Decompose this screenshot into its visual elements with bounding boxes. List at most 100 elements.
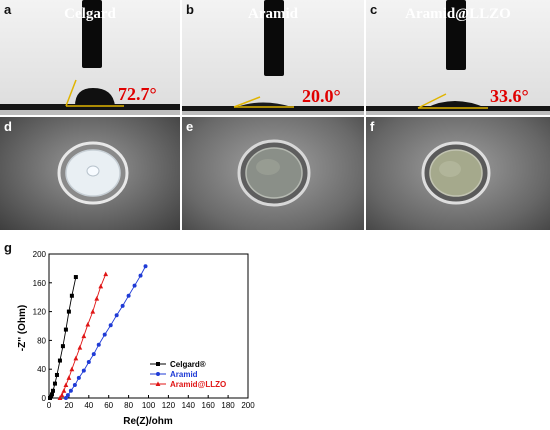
data-point bbox=[91, 352, 96, 357]
x-tick-label: 0 bbox=[47, 401, 52, 410]
data-point bbox=[59, 392, 65, 398]
substrate-reflection bbox=[366, 111, 550, 115]
y-tick-label: 120 bbox=[33, 308, 47, 317]
y-tick-label: 0 bbox=[42, 394, 47, 403]
chart-panel-label: g bbox=[4, 240, 12, 255]
panel-title: Aramid@LLZO bbox=[405, 6, 511, 22]
separator-disc-photo bbox=[237, 139, 311, 207]
legend-label: Aramid bbox=[170, 370, 198, 379]
panel-title: Celgard bbox=[64, 6, 116, 22]
data-point bbox=[63, 396, 68, 400]
data-point bbox=[86, 360, 91, 364]
substrate-line bbox=[182, 106, 364, 111]
panel-label: f bbox=[370, 119, 375, 134]
x-tick-label: 200 bbox=[241, 401, 255, 410]
data-point bbox=[63, 327, 68, 332]
panel-label: a bbox=[4, 2, 12, 17]
data-point bbox=[65, 393, 70, 398]
data-point bbox=[68, 388, 73, 393]
data-point bbox=[103, 271, 109, 277]
panel-c: c Aramid@LLZO 33.6° bbox=[366, 0, 550, 115]
syringe-needle bbox=[446, 0, 466, 70]
substrate-reflection bbox=[0, 110, 180, 115]
contact-angle-value: 20.0° bbox=[302, 86, 341, 106]
data-point bbox=[57, 395, 63, 400]
panel-d: d bbox=[0, 117, 180, 230]
panel-label: d bbox=[4, 119, 12, 134]
data-point bbox=[126, 293, 131, 298]
legend-marker bbox=[155, 381, 161, 386]
legend-label: Celgard® bbox=[170, 360, 206, 369]
data-point bbox=[61, 388, 67, 393]
data-point bbox=[120, 303, 125, 308]
panel-a: a Celgard 72.7° bbox=[0, 0, 180, 115]
y-tick-label: 80 bbox=[37, 336, 46, 345]
droplet-graphic bbox=[417, 93, 488, 109]
data-point bbox=[54, 372, 59, 377]
x-tick-label: 60 bbox=[104, 401, 113, 410]
data-point bbox=[69, 366, 75, 372]
data-point bbox=[77, 345, 83, 350]
x-tick-label: 140 bbox=[182, 401, 196, 410]
data-point bbox=[76, 375, 81, 380]
data-point bbox=[132, 283, 137, 288]
separator-disc-photo bbox=[421, 141, 491, 205]
data-point bbox=[114, 313, 119, 318]
data-point bbox=[66, 375, 72, 380]
nyquist-chart: g 0 20 40 60 80 100 120 140 160 180 200 0 40 80 120 160… bbox=[4, 240, 255, 427]
y-tick-label: 200 bbox=[33, 250, 47, 259]
data-point bbox=[81, 333, 87, 339]
legend-label: Aramid@LLZO bbox=[170, 380, 226, 389]
panel-f: f bbox=[366, 117, 550, 230]
panel-e: e bbox=[182, 117, 364, 230]
data-point bbox=[57, 358, 62, 363]
x-tick-label: 160 bbox=[202, 401, 216, 410]
data-point bbox=[60, 344, 65, 349]
syringe-needle bbox=[82, 0, 102, 68]
data-point bbox=[90, 309, 96, 314]
substrate-reflection bbox=[182, 111, 364, 115]
data-point bbox=[102, 332, 107, 337]
legend-marker bbox=[156, 372, 160, 376]
data-point bbox=[69, 293, 74, 298]
x-axis-label: Re(Z)/ohm bbox=[123, 416, 173, 427]
panel-label: e bbox=[186, 119, 194, 134]
data-point bbox=[138, 273, 143, 278]
x-tick-label: 40 bbox=[84, 401, 93, 410]
data-point bbox=[73, 355, 79, 361]
data-point bbox=[81, 368, 86, 373]
data-point bbox=[96, 342, 101, 347]
data-point bbox=[66, 309, 71, 314]
data-point bbox=[73, 275, 78, 280]
data-point bbox=[50, 388, 55, 393]
droplet-graphic bbox=[233, 96, 294, 108]
panel-b: b Aramid 20.0° bbox=[182, 0, 364, 115]
x-tick-label: 80 bbox=[124, 401, 133, 410]
x-tick-label: 120 bbox=[162, 401, 176, 410]
data-point bbox=[94, 296, 100, 301]
data-point bbox=[72, 383, 77, 388]
data-point bbox=[52, 381, 57, 386]
x-tick-label: 20 bbox=[64, 401, 73, 410]
x-tick-label: 180 bbox=[221, 401, 235, 410]
contact-angle-value: 33.6° bbox=[490, 86, 529, 106]
panel-title: Aramid bbox=[248, 6, 298, 22]
data-point bbox=[49, 392, 54, 397]
substrate-line bbox=[0, 104, 180, 110]
data-point bbox=[98, 283, 104, 289]
droplet-graphic bbox=[65, 79, 124, 107]
y-tick-label: 160 bbox=[33, 279, 47, 288]
syringe-needle bbox=[264, 0, 284, 76]
data-point bbox=[85, 321, 91, 327]
panel-label: c bbox=[370, 2, 378, 17]
data-point bbox=[48, 394, 53, 399]
data-point bbox=[63, 382, 69, 388]
contact-angle-value: 72.7° bbox=[118, 84, 157, 104]
legend-marker bbox=[156, 362, 160, 366]
data-point bbox=[143, 264, 148, 269]
separator-disc-photo bbox=[57, 141, 129, 205]
x-tick-label: 100 bbox=[142, 401, 156, 410]
data-point bbox=[108, 323, 113, 328]
panel-label: b bbox=[186, 2, 194, 17]
y-tick-label: 40 bbox=[37, 365, 46, 374]
